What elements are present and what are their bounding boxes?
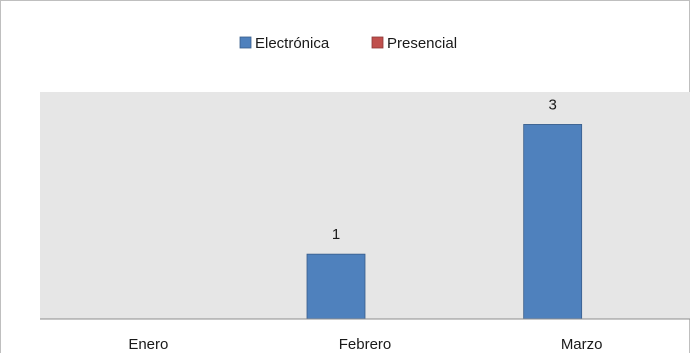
- x-tick-label-febrero: Febrero: [339, 336, 392, 353]
- legend-label-electronica: Electrónica: [255, 35, 330, 52]
- data-label-marzo: 3: [548, 96, 556, 113]
- x-tick-label-marzo: Marzo: [561, 336, 603, 353]
- data-label-febrero: 1: [332, 226, 340, 243]
- bar-febrero-series-0: [306, 253, 366, 320]
- x-tick-label-enero: Enero: [128, 336, 168, 353]
- legend-swatch-presencial: [371, 36, 384, 49]
- legend-label-presencial: Presencial: [387, 35, 457, 52]
- value-labels: 13: [332, 96, 557, 243]
- category-labels: Enero Febrero Marzo: [128, 336, 602, 353]
- legend-swatch-electronica: [239, 36, 252, 49]
- bar-marzo-series-0: [523, 124, 583, 320]
- legend: Electrónica Presencial: [239, 35, 457, 52]
